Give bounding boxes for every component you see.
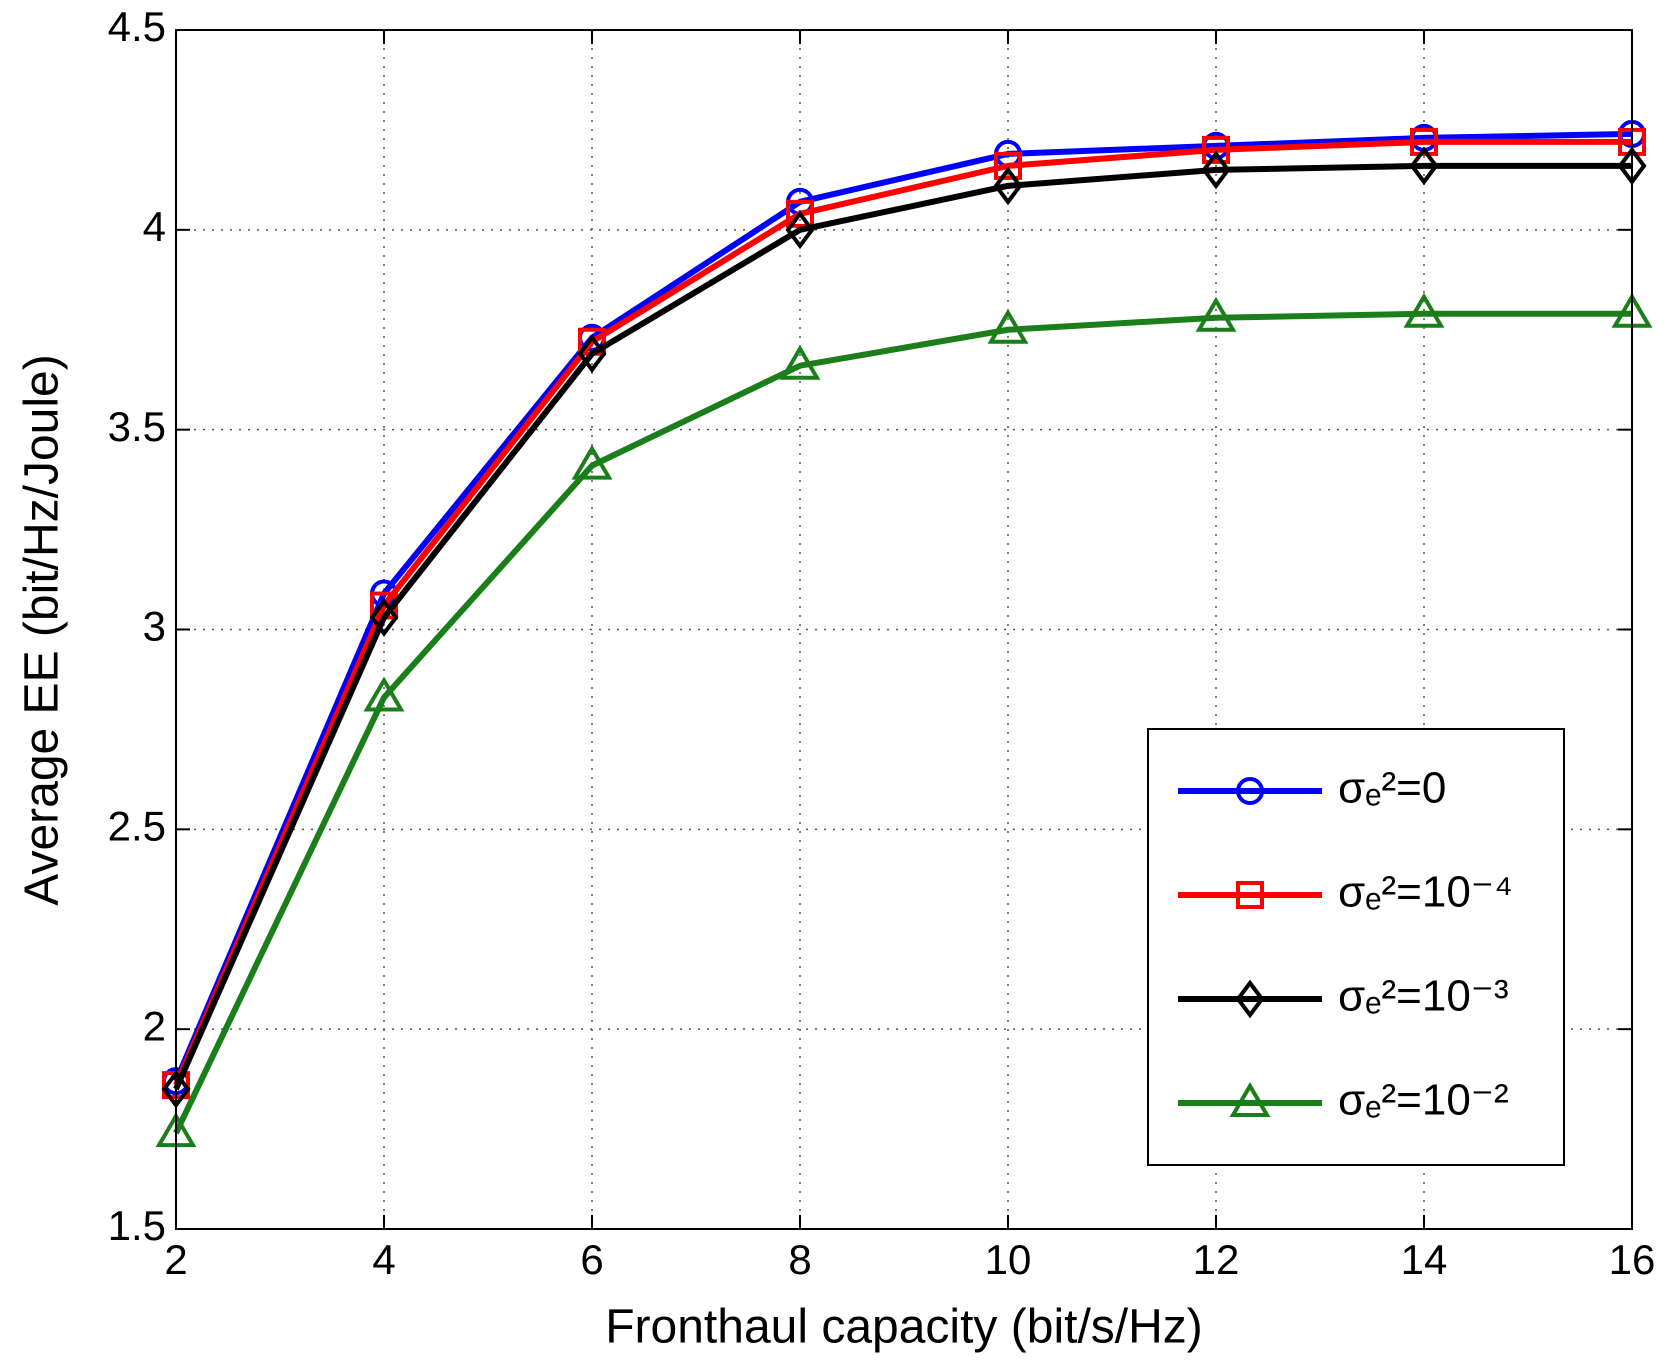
legend-label: σₑ²=10⁻⁴ (1338, 868, 1513, 917)
marker (1409, 146, 1439, 186)
legend-label: σₑ²=0 (1338, 764, 1446, 813)
marker (993, 166, 1023, 206)
x-tick-label: 14 (1401, 1236, 1448, 1283)
x-tick-label: 16 (1609, 1236, 1656, 1283)
series-line (173, 310, 1632, 1135)
series-line (173, 130, 1633, 1083)
y-tick-label: 1.5 (108, 1202, 166, 1249)
marker (785, 210, 815, 250)
x-tick-label: 10 (985, 1236, 1032, 1283)
x-tick-label: 4 (372, 1236, 395, 1283)
x-tick-label: 2 (164, 1236, 187, 1283)
marker (1236, 881, 1264, 909)
marker (571, 444, 613, 480)
y-tick-label: 2 (143, 1002, 166, 1049)
marker (994, 151, 1022, 180)
lines (155, 119, 1653, 1148)
legend-entries: σₑ²=0 σₑ²=10⁻⁴ σₑ²=10⁻³ σₑ²=10⁻² (1178, 764, 1513, 1125)
series-line (173, 138, 1632, 1087)
marker (577, 334, 607, 374)
series-line (173, 162, 1632, 1091)
marker (779, 344, 821, 380)
marker (1195, 296, 1237, 332)
y-tick-label: 4.5 (108, 3, 166, 50)
x-axis-label: Fronthaul capacity (bit/s/Hz) (605, 1301, 1203, 1354)
marker (1236, 777, 1264, 805)
marker (1202, 135, 1230, 164)
marker (363, 676, 405, 712)
legend-label: σₑ²=10⁻³ (1338, 972, 1509, 1021)
marker (1235, 979, 1265, 1019)
x-tick-label: 8 (788, 1236, 811, 1283)
y-tick-label: 3.5 (108, 403, 166, 450)
marker (1201, 150, 1231, 190)
y-tick-label: 2.5 (108, 802, 166, 849)
marker (369, 598, 399, 637)
y-axis-label: Average EE (bit/Hz/Joule) (16, 354, 69, 905)
y-tick-label: 3 (143, 603, 166, 650)
legend-label: σₑ²=10⁻² (1338, 1076, 1509, 1125)
marker (1403, 292, 1445, 328)
y-tick-label: 4 (143, 203, 166, 250)
marker (1229, 1082, 1271, 1117)
marker (1410, 127, 1438, 156)
marker (987, 308, 1029, 344)
legend (1147, 728, 1565, 1166)
x-tick-label: 6 (580, 1236, 603, 1283)
marker (786, 199, 814, 228)
x-tick-label: 12 (1193, 1236, 1240, 1283)
